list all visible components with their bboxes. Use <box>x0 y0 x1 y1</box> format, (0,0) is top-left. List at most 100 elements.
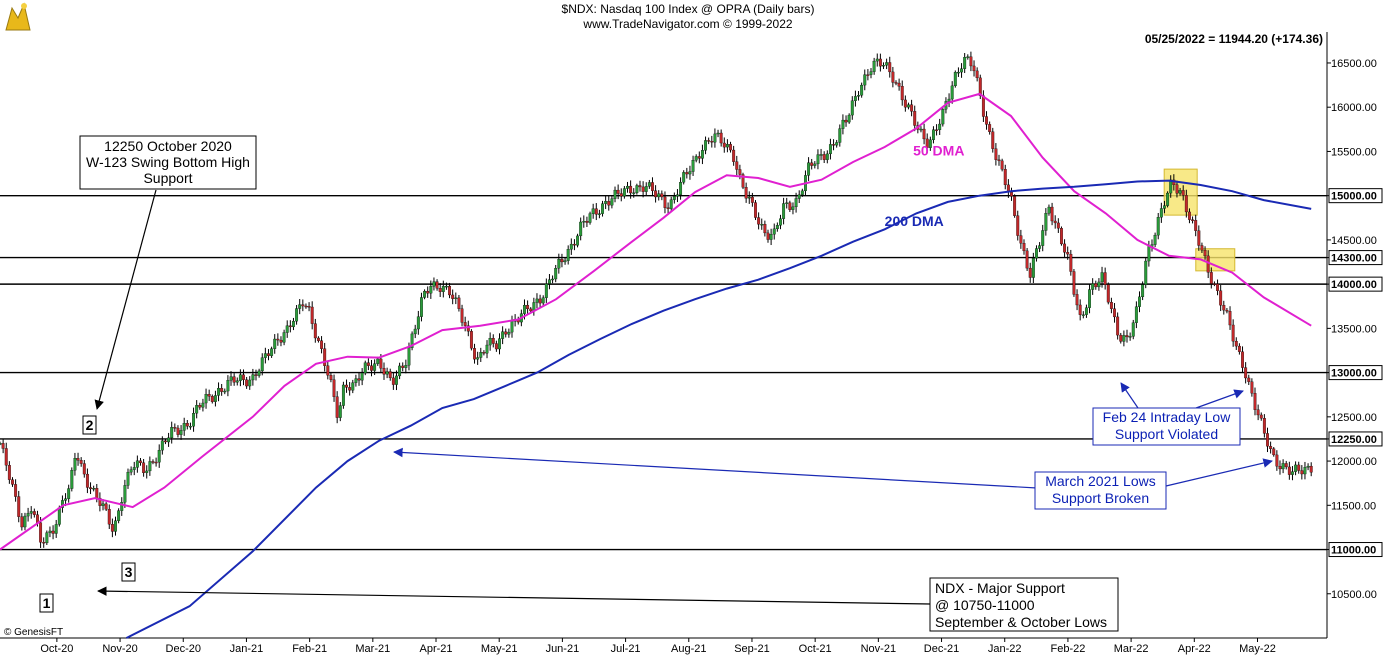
svg-text:W-123 Swing Bottom High: W-123 Swing Bottom High <box>86 154 250 170</box>
annotation-arrow <box>393 447 1038 489</box>
price-bar-body <box>994 148 998 160</box>
price-bar-body <box>413 328 417 335</box>
price-bar-body <box>245 379 249 387</box>
price-bar-body <box>494 343 498 350</box>
y-tick-label-box <box>1328 365 1383 381</box>
price-bar-body <box>379 358 383 369</box>
price-bar-body <box>54 524 58 534</box>
annotation-feb24-low: Feb 24 Intraday Low Support Violated <box>1092 407 1241 446</box>
x-tick-label: Oct-20 <box>40 643 73 655</box>
price-bar-body <box>897 82 901 87</box>
annotation-arrow <box>1195 389 1244 409</box>
price-bar-body <box>582 220 586 223</box>
price-bar-body <box>875 58 879 62</box>
price-bar-body <box>813 163 817 166</box>
price-bar-body <box>182 423 186 431</box>
price-bar-body <box>345 384 348 388</box>
svg-text:Support Violated: Support Violated <box>1115 426 1218 442</box>
price-bar-body <box>1063 243 1067 253</box>
price-bar-body <box>429 286 433 294</box>
price-bar-body <box>195 405 199 414</box>
price-bar-body <box>597 213 601 215</box>
price-bar-body <box>579 221 583 237</box>
price-bar-body <box>373 363 377 371</box>
price-bar-body <box>1066 252 1070 255</box>
price-bar-body <box>351 382 355 391</box>
price-bar-body <box>89 487 92 490</box>
price-bar-body <box>213 395 217 402</box>
price-bar-body <box>1035 248 1038 259</box>
svg-text:Feb 24 Intraday Low: Feb 24 Intraday Low <box>1103 409 1232 425</box>
price-bar-body <box>426 290 430 294</box>
price-bar-body <box>1181 190 1185 196</box>
price-bar-body <box>1091 283 1095 290</box>
price-bar-body <box>267 353 270 356</box>
x-tick-label: Mar-21 <box>355 643 390 655</box>
price-bar-body <box>569 243 573 250</box>
price-bar-body <box>835 142 839 146</box>
price-bar-body <box>1106 284 1110 303</box>
price-bar-body <box>282 332 286 343</box>
price-bar-body <box>70 470 74 489</box>
price-bar-body <box>276 338 280 341</box>
price-bar-body <box>210 396 214 402</box>
price-bar-body <box>557 259 561 269</box>
price-bar-body <box>838 128 842 143</box>
price-bar-body <box>1 443 5 449</box>
price-bar-body <box>1153 234 1157 245</box>
price-bar-body <box>757 217 761 225</box>
y-tick-label: 14300.00 <box>1331 253 1377 265</box>
price-bar-body <box>788 202 792 210</box>
price-bar-body <box>797 194 801 199</box>
price-bar-body <box>107 509 111 525</box>
price-bar-body <box>1256 409 1260 416</box>
price-bar-body <box>1044 213 1048 231</box>
price-bar-body <box>785 202 789 204</box>
price-bar-body <box>157 449 161 463</box>
price-bar-body <box>29 511 33 514</box>
price-bar-body <box>454 297 458 300</box>
price-bar-body <box>635 185 639 193</box>
price-bar-body <box>110 524 114 532</box>
price-bar-body <box>341 384 345 406</box>
price-bar-body <box>832 144 836 146</box>
price-bar-body <box>1203 249 1207 257</box>
ma-200-label: 200 DMA <box>885 213 944 229</box>
price-bar-body <box>263 353 267 358</box>
price-bar-body <box>1247 377 1251 382</box>
svg-text:September & October Lows: September & October Lows <box>935 614 1107 630</box>
price-bar-body <box>288 325 292 328</box>
price-bar-body <box>188 426 192 428</box>
price-bar-body <box>1287 466 1291 475</box>
x-tick-label: Jan-22 <box>988 643 1022 655</box>
price-bar-body <box>57 507 61 525</box>
x-tick-label: Dec-21 <box>924 643 959 655</box>
price-bar-body <box>750 196 754 203</box>
price-bar-body <box>682 172 686 183</box>
price-bar-body <box>760 223 764 226</box>
price-bar-body <box>707 140 711 142</box>
price-bar-body <box>360 372 364 381</box>
price-bar-body <box>1228 311 1232 326</box>
price-bar-body <box>716 132 720 135</box>
price-bar-body <box>1003 169 1007 186</box>
price-bar-body <box>320 340 324 349</box>
price-bar-body <box>560 259 564 263</box>
price-bar-body <box>257 370 261 376</box>
price-bar-body <box>504 331 508 335</box>
price-bar-body <box>1191 219 1195 221</box>
price-bar-body <box>1069 253 1073 272</box>
price-bar-body <box>1303 467 1307 475</box>
price-bar-body <box>473 348 476 360</box>
price-bar-body <box>991 131 995 149</box>
price-bar-body <box>45 532 49 544</box>
price-bar-body <box>619 193 623 197</box>
y-tick-label-box <box>1328 250 1383 266</box>
price-bar-body <box>613 189 617 199</box>
price-bar-body <box>975 70 979 79</box>
price-bar-body <box>32 511 36 515</box>
price-bar-body <box>135 460 139 468</box>
price-bar-body <box>198 405 202 408</box>
price-bar-body <box>510 321 514 333</box>
price-bar-body <box>585 220 589 223</box>
